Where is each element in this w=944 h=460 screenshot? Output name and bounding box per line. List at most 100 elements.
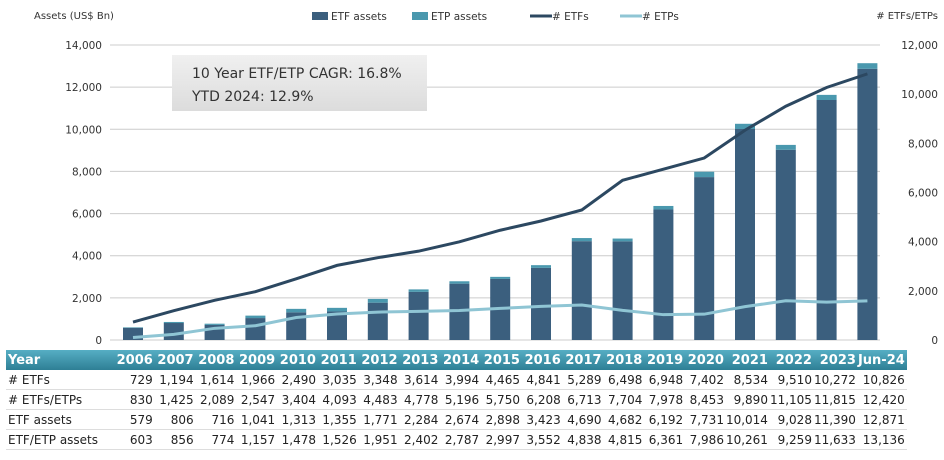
value-cell: 4,682 bbox=[603, 409, 645, 430]
year-cell: 2008 bbox=[195, 350, 237, 370]
value-cell: 2,402 bbox=[399, 429, 441, 450]
line--etfs bbox=[132, 72, 868, 324]
right-tick-label: 4,000 bbox=[908, 237, 938, 249]
bar-etf-assets bbox=[857, 68, 878, 340]
legend-swatch bbox=[312, 12, 328, 20]
value-cell: 1,966 bbox=[236, 370, 278, 390]
bar-etf-assets bbox=[694, 177, 715, 340]
value-cell: 2,547 bbox=[236, 389, 278, 410]
bar-etf-assets bbox=[327, 311, 347, 340]
value-cell: 1,194 bbox=[154, 370, 196, 390]
bar-etp-assets bbox=[571, 238, 592, 242]
year-cell: 2013 bbox=[399, 350, 441, 370]
value-cell: 9,890 bbox=[725, 389, 770, 410]
year-cell: 2021 bbox=[725, 350, 770, 370]
year-cell: 2006 bbox=[114, 350, 155, 370]
left-tick-label: 14,000 bbox=[65, 40, 102, 52]
value-cell: 12,871 bbox=[857, 409, 907, 430]
value-cell: 7,986 bbox=[685, 429, 726, 450]
left-tick-label: 10,000 bbox=[65, 124, 102, 136]
right-tick-label: 12,000 bbox=[901, 40, 938, 52]
value-cell: 6,713 bbox=[562, 389, 604, 410]
bar-etp-assets bbox=[775, 144, 796, 150]
bar-etf-assets bbox=[367, 302, 388, 340]
value-cell: 3,348 bbox=[358, 370, 400, 390]
year-cell: 2015 bbox=[481, 350, 522, 370]
cagr-annotation: 10 Year ETF/ETP CAGR: 16.8% YTD 2024: 12… bbox=[172, 55, 427, 111]
bar-etp-assets bbox=[816, 94, 837, 100]
row-label: # ETFs/ETPs bbox=[6, 389, 114, 410]
bar-etf-assets bbox=[571, 241, 592, 340]
value-cell: 8,534 bbox=[725, 370, 770, 390]
bar-etf-assets bbox=[245, 318, 266, 340]
left-tick-label: 12,000 bbox=[65, 82, 102, 94]
bar-etp-assets bbox=[163, 321, 184, 324]
bar-etf-assets bbox=[735, 128, 755, 340]
value-cell: 830 bbox=[114, 389, 155, 410]
bar-etf-assets bbox=[816, 99, 837, 340]
value-cell: 7,978 bbox=[644, 389, 686, 410]
left-axis-label: Assets (US$ Bn) bbox=[34, 11, 114, 22]
year-cell: 2007 bbox=[154, 350, 196, 370]
value-cell: 7,402 bbox=[685, 370, 726, 390]
value-cell: 7,731 bbox=[685, 409, 726, 430]
left-tick-label: 2,000 bbox=[72, 293, 102, 305]
value-cell: 4,483 bbox=[358, 389, 400, 410]
value-cell: 1,041 bbox=[236, 409, 278, 430]
value-cell: 9,028 bbox=[769, 409, 814, 430]
row-label: ETF/ETP assets bbox=[6, 429, 114, 450]
value-cell: 6,208 bbox=[521, 389, 563, 410]
year-cell: 2022 bbox=[769, 350, 814, 370]
value-cell: 2,787 bbox=[440, 429, 482, 450]
bar-etp-assets bbox=[245, 315, 266, 319]
right-tick-label: 6,000 bbox=[908, 188, 938, 200]
bar-etp-assets bbox=[408, 289, 429, 292]
value-cell: 10,272 bbox=[813, 370, 858, 390]
year-cell: 2017 bbox=[562, 350, 604, 370]
value-cell: 11,633 bbox=[813, 429, 858, 450]
table-row: ETF/ETP assets 603 856 774 1,157 1,478 1,526 1,… bbox=[6, 429, 907, 450]
bar-etp-assets bbox=[327, 307, 347, 312]
row-label: # ETFs bbox=[6, 370, 114, 390]
annotation-line1: 10 Year ETF/ETP CAGR: 16.8% bbox=[192, 66, 402, 82]
value-cell: 8,453 bbox=[685, 389, 726, 410]
value-cell: 1,355 bbox=[317, 409, 359, 430]
bar-etp-assets bbox=[367, 298, 388, 303]
left-tick-label: 6,000 bbox=[72, 209, 102, 221]
annotation-line2: YTD 2024: 12.9% bbox=[192, 89, 314, 105]
value-cell: 6,361 bbox=[644, 429, 686, 450]
bar-etp-assets bbox=[857, 63, 878, 69]
value-cell: 3,035 bbox=[317, 370, 359, 390]
bar-etp-assets bbox=[735, 123, 755, 129]
year-cell: Jun-24 bbox=[857, 350, 907, 370]
legend-swatch bbox=[412, 12, 428, 20]
year-cell: 2010 bbox=[277, 350, 318, 370]
year-cell: 2011 bbox=[317, 350, 359, 370]
value-cell: 856 bbox=[154, 429, 196, 450]
table-row: ETF assets 579 806 716 1,041 1,313 1,355 1,771 2… bbox=[6, 409, 907, 430]
data-table: Year 2006 2007 2008 2009 2010 2011 2012 2013 2014… bbox=[6, 350, 907, 450]
value-cell: 603 bbox=[114, 429, 155, 450]
value-cell: 5,750 bbox=[481, 389, 522, 410]
left-tick-label: 0 bbox=[95, 335, 102, 347]
value-cell: 4,778 bbox=[399, 389, 441, 410]
value-cell: 1,526 bbox=[317, 429, 359, 450]
value-cell: 12,420 bbox=[857, 389, 907, 410]
value-cell: 2,284 bbox=[399, 409, 441, 430]
bar-etp-assets bbox=[490, 276, 511, 279]
year-cell: 2014 bbox=[440, 350, 482, 370]
header-cell: Year bbox=[6, 350, 114, 370]
legend-label: ETF assets bbox=[331, 11, 387, 23]
bar-etf-assets bbox=[163, 323, 184, 340]
value-cell: 5,196 bbox=[440, 389, 482, 410]
legend-label: # ETPs bbox=[642, 11, 679, 23]
line--etps bbox=[132, 299, 868, 340]
value-cell: 3,404 bbox=[277, 389, 318, 410]
bar-etf-assets bbox=[531, 267, 551, 340]
value-cell: 4,838 bbox=[562, 429, 604, 450]
value-cell: 1,478 bbox=[277, 429, 318, 450]
bar-etp-assets bbox=[612, 238, 633, 242]
row-label: ETF assets bbox=[6, 409, 114, 430]
value-cell: 10,826 bbox=[857, 370, 907, 390]
right-tick-label: 2,000 bbox=[908, 286, 938, 298]
